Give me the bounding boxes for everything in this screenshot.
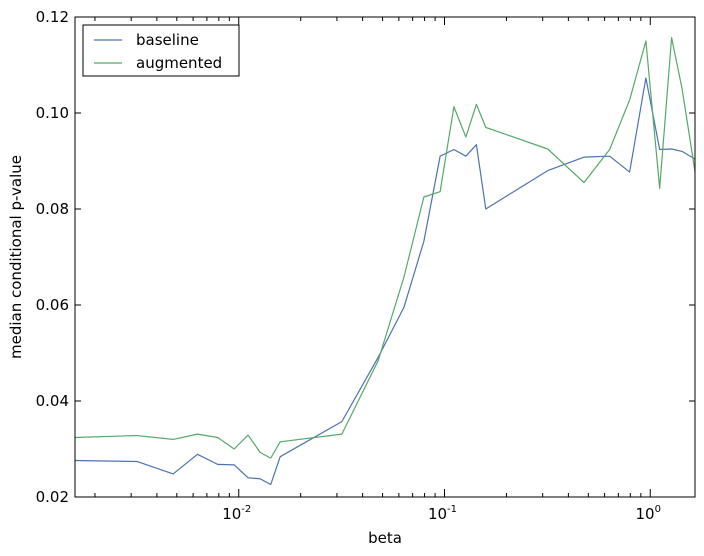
plot-frame [74, 16, 696, 498]
x-tick-label: 10-2 [222, 504, 251, 523]
y-tick-label: 0.10 [36, 104, 69, 122]
y-axis-label: median conditional p-value [7, 155, 25, 359]
legend-box [82, 24, 240, 77]
y-tick-label: 0.04 [36, 392, 69, 410]
y-tick-label: 0.06 [36, 296, 69, 314]
y-tick-label: 0.12 [36, 8, 69, 26]
y-tick-label: 0.02 [36, 488, 69, 506]
series-line-baseline [74, 77, 696, 486]
tick-layer: 0.02 0.04 0.06 0.08 0.10 0.12 10-2 10-1 100 [36, 8, 695, 523]
x-axis-label: beta [368, 529, 402, 547]
series-layer [74, 37, 696, 486]
legend-label-augmented: augmented [136, 54, 222, 72]
y-tick-label: 0.08 [36, 200, 69, 218]
legend: baseline augmented [82, 24, 240, 77]
legend-label-baseline: baseline [136, 31, 199, 49]
series-line-augmented [74, 37, 696, 459]
x-tick-label: 10-1 [428, 504, 457, 523]
x-tick-label: 100 [636, 504, 661, 523]
